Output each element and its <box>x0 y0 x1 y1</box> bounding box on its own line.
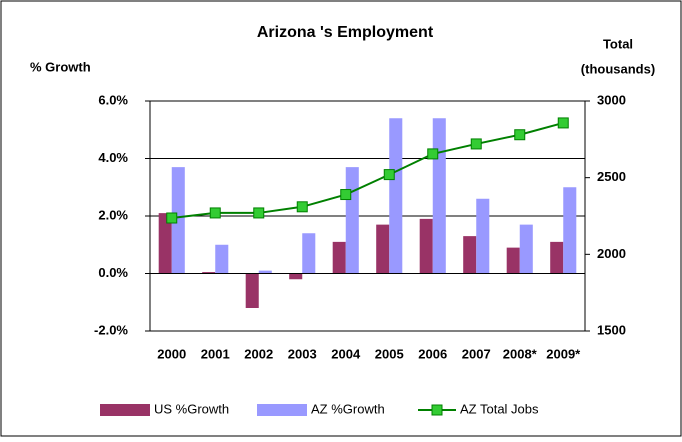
bar <box>332 241 346 274</box>
bar <box>202 272 216 274</box>
y-tick-label: 4.0% <box>98 150 128 165</box>
legend-label: AZ Total Jobs <box>460 401 539 416</box>
line <box>171 121 564 219</box>
marker <box>383 169 395 181</box>
x-tick-label: 2001 <box>201 346 230 361</box>
x-tick-label: 2000 <box>157 346 186 361</box>
bar <box>215 244 229 274</box>
legend-swatch <box>100 404 150 416</box>
marker <box>470 138 482 150</box>
bar <box>245 273 259 308</box>
marker <box>166 212 178 224</box>
bar <box>506 247 520 274</box>
marker <box>296 201 308 213</box>
marker <box>253 207 265 219</box>
y2-tick-label: 1500 <box>597 322 626 337</box>
marker <box>557 117 569 129</box>
marker <box>209 207 221 219</box>
bar <box>519 224 533 274</box>
marker <box>340 189 352 201</box>
y2-tick-label: 2500 <box>597 169 626 184</box>
marker <box>514 129 526 141</box>
marker <box>427 148 439 160</box>
y2-tick-label: 2000 <box>597 246 626 261</box>
bar <box>550 241 564 274</box>
x-tick-label: 2007 <box>462 346 491 361</box>
legend-swatch <box>257 404 307 416</box>
x-tick-label: 2002 <box>244 346 273 361</box>
bar <box>563 187 577 274</box>
bar <box>419 218 433 274</box>
x-tick-label: 2005 <box>375 346 404 361</box>
bar <box>376 224 390 274</box>
x-tick-label: 2009* <box>546 346 581 361</box>
bar <box>258 270 272 274</box>
y2-axis-label: (thousands) <box>581 61 655 76</box>
legend-swatch <box>431 404 443 416</box>
y-axis-label: % Growth <box>30 59 91 74</box>
bar <box>476 198 490 274</box>
bar <box>289 273 303 280</box>
x-tick-label: 2004 <box>331 346 361 361</box>
x-tick-label: 2003 <box>288 346 317 361</box>
bar <box>158 213 172 274</box>
x-tick-label: 2006 <box>418 346 447 361</box>
bar <box>345 167 359 274</box>
bar <box>389 118 403 274</box>
legend-label: US %Growth <box>154 401 229 416</box>
y2-axis-label: Total <box>603 36 633 51</box>
y-tick-label: 6.0% <box>98 92 128 107</box>
y-tick-label: 0.0% <box>98 265 128 280</box>
bar <box>171 167 185 274</box>
legend-label: AZ %Growth <box>311 401 385 416</box>
y-tick-label: 2.0% <box>98 207 128 222</box>
bar <box>432 118 446 274</box>
chart-title: Arizona 's Employment <box>257 24 434 41</box>
y-tick-label: -2.0% <box>94 322 128 337</box>
bar <box>302 233 316 274</box>
x-tick-label: 2008* <box>503 346 538 361</box>
bar <box>463 236 477 274</box>
y2-tick-label: 3000 <box>597 92 626 107</box>
